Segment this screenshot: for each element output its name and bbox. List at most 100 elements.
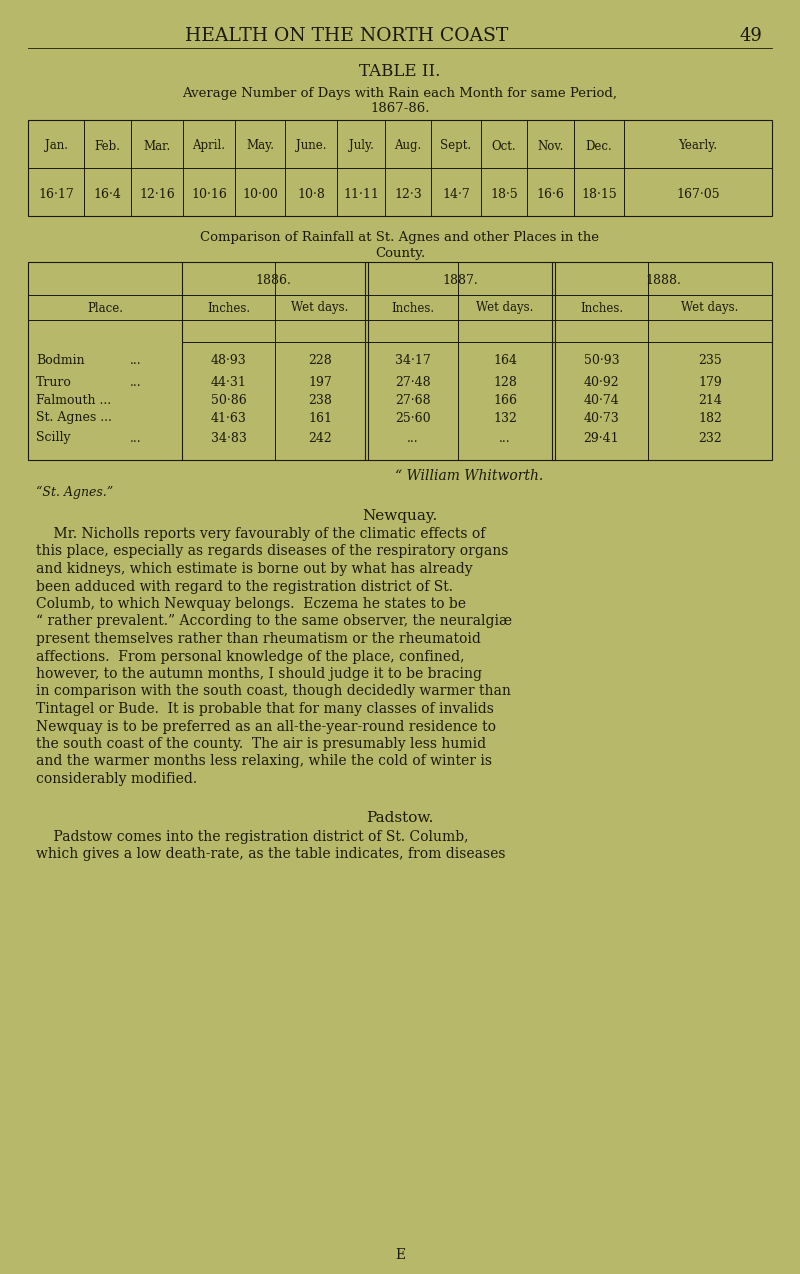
Text: Comparison of Rainfall at St. Agnes and other Places in the: Comparison of Rainfall at St. Agnes and … (201, 232, 599, 245)
Text: Aug.: Aug. (394, 139, 422, 153)
Text: 16·4: 16·4 (94, 189, 122, 201)
Text: 50·86: 50·86 (210, 394, 246, 406)
Text: considerably modified.: considerably modified. (36, 772, 197, 786)
Text: “St. Agnes.”: “St. Agnes.” (36, 485, 113, 498)
Text: Truro: Truro (36, 376, 72, 389)
Text: 44·31: 44·31 (210, 376, 246, 389)
Text: 50·93: 50·93 (584, 353, 619, 367)
Text: and the warmer months less relaxing, while the cold of winter is: and the warmer months less relaxing, whi… (36, 754, 492, 768)
Text: 40·74: 40·74 (584, 394, 619, 406)
Text: June.: June. (296, 139, 326, 153)
Text: 40·92: 40·92 (584, 376, 619, 389)
Text: Tintagel or Bude.  It is probable that for many classes of invalids: Tintagel or Bude. It is probable that fo… (36, 702, 494, 716)
Text: Wet days.: Wet days. (682, 302, 738, 315)
Text: Dec.: Dec. (586, 139, 612, 153)
Text: “ William Whitworth.: “ William Whitworth. (395, 469, 543, 483)
Text: Falmouth ...: Falmouth ... (36, 394, 111, 406)
Text: 10·8: 10·8 (297, 189, 325, 201)
Text: Wet days.: Wet days. (291, 302, 349, 315)
Text: 238: 238 (308, 394, 332, 406)
Text: 182: 182 (698, 412, 722, 424)
Text: the south coast of the county.  The air is presumably less humid: the south coast of the county. The air i… (36, 736, 486, 750)
Text: 228: 228 (308, 353, 332, 367)
Text: 27·48: 27·48 (395, 376, 431, 389)
Text: 1867-86.: 1867-86. (370, 102, 430, 116)
Text: 10·00: 10·00 (242, 189, 278, 201)
Text: 166: 166 (493, 394, 517, 406)
Text: 34·83: 34·83 (210, 432, 246, 445)
Text: Inches.: Inches. (207, 302, 250, 315)
Text: Yearly.: Yearly. (678, 139, 718, 153)
Text: Sept.: Sept. (441, 139, 471, 153)
Text: Feb.: Feb. (94, 139, 121, 153)
Text: however, to the autumn months, I should judge it to be bracing: however, to the autumn months, I should … (36, 668, 482, 682)
Bar (28, 120, 772, 217)
Text: affections.  From personal knowledge of the place, confined,: affections. From personal knowledge of t… (36, 650, 465, 664)
Text: 128: 128 (493, 376, 517, 389)
Text: 1887.: 1887. (442, 274, 478, 287)
Text: 132: 132 (493, 412, 517, 424)
Text: Padstow.: Padstow. (366, 812, 434, 826)
Text: ...: ... (130, 432, 142, 445)
Text: 14·7: 14·7 (442, 189, 470, 201)
Text: 197: 197 (308, 376, 332, 389)
Text: 34·17: 34·17 (395, 353, 431, 367)
Text: “ rather prevalent.” According to the same observer, the neuralgiæ: “ rather prevalent.” According to the sa… (36, 614, 512, 628)
Text: May.: May. (246, 139, 274, 153)
Text: 48·93: 48·93 (210, 353, 246, 367)
Text: ...: ... (130, 353, 142, 367)
Text: 25·60: 25·60 (395, 412, 431, 424)
Text: April.: April. (193, 139, 226, 153)
Text: 232: 232 (698, 432, 722, 445)
Text: HEALTH ON THE NORTH COAST: HEALTH ON THE NORTH COAST (185, 27, 508, 45)
Text: 179: 179 (698, 376, 722, 389)
Text: 235: 235 (698, 353, 722, 367)
Text: Padstow comes into the registration district of St. Columb,: Padstow comes into the registration dist… (36, 829, 469, 843)
Text: Mar.: Mar. (143, 139, 170, 153)
Text: 16·6: 16·6 (537, 189, 565, 201)
Text: Oct.: Oct. (492, 139, 516, 153)
Text: 1888.: 1888. (646, 274, 682, 287)
Text: E: E (395, 1249, 405, 1263)
Text: Scilly: Scilly (36, 432, 70, 445)
Text: 12·16: 12·16 (139, 189, 175, 201)
Text: Inches.: Inches. (580, 302, 623, 315)
Text: 41·63: 41·63 (210, 412, 246, 424)
Text: Nov.: Nov. (538, 139, 564, 153)
Text: Average Number of Days with Rain each Month for same Period,: Average Number of Days with Rain each Mo… (182, 88, 618, 101)
Text: Newquay is to be preferred as an all-the-year-round residence to: Newquay is to be preferred as an all-the… (36, 720, 496, 734)
Text: 242: 242 (308, 432, 332, 445)
Text: 214: 214 (698, 394, 722, 406)
Text: 11·11: 11·11 (343, 189, 379, 201)
Text: 27·68: 27·68 (395, 394, 431, 406)
Text: 16·17: 16·17 (38, 189, 74, 201)
Text: Bodmin: Bodmin (36, 353, 85, 367)
Text: Jan.: Jan. (45, 139, 67, 153)
Text: this place, especially as regards diseases of the respiratory organs: this place, especially as regards diseas… (36, 544, 508, 558)
Text: and kidneys, which estimate is borne out by what has already: and kidneys, which estimate is borne out… (36, 562, 473, 576)
Text: ...: ... (499, 432, 511, 445)
Text: 12·3: 12·3 (394, 189, 422, 201)
Text: 1886.: 1886. (255, 274, 291, 287)
Text: 18·5: 18·5 (490, 189, 518, 201)
Text: 40·73: 40·73 (584, 412, 619, 424)
Bar (28, 262, 772, 460)
Text: Inches.: Inches. (391, 302, 434, 315)
Text: July.: July. (349, 139, 374, 153)
Text: Place.: Place. (87, 302, 123, 315)
Text: ...: ... (130, 376, 142, 389)
Text: 49: 49 (739, 27, 762, 45)
Text: 10·16: 10·16 (191, 189, 227, 201)
Text: which gives a low death-rate, as the table indicates, from diseases: which gives a low death-rate, as the tab… (36, 847, 506, 861)
Text: 18·15: 18·15 (581, 189, 617, 201)
Text: 167·05: 167·05 (676, 189, 720, 201)
Text: Newquay.: Newquay. (362, 510, 438, 524)
Text: in comparison with the south coast, though decidedly warmer than: in comparison with the south coast, thou… (36, 684, 511, 698)
Text: Wet days.: Wet days. (476, 302, 534, 315)
Text: 161: 161 (308, 412, 332, 424)
Text: TABLE II.: TABLE II. (359, 64, 441, 80)
Text: Columb, to which Newquay belongs.  Eczema he states to be: Columb, to which Newquay belongs. Eczema… (36, 598, 466, 612)
Text: been adduced with regard to the registration district of St.: been adduced with regard to the registra… (36, 580, 453, 594)
Text: present themselves rather than rheumatism or the rheumatoid: present themselves rather than rheumatis… (36, 632, 481, 646)
Text: ...: ... (407, 432, 419, 445)
